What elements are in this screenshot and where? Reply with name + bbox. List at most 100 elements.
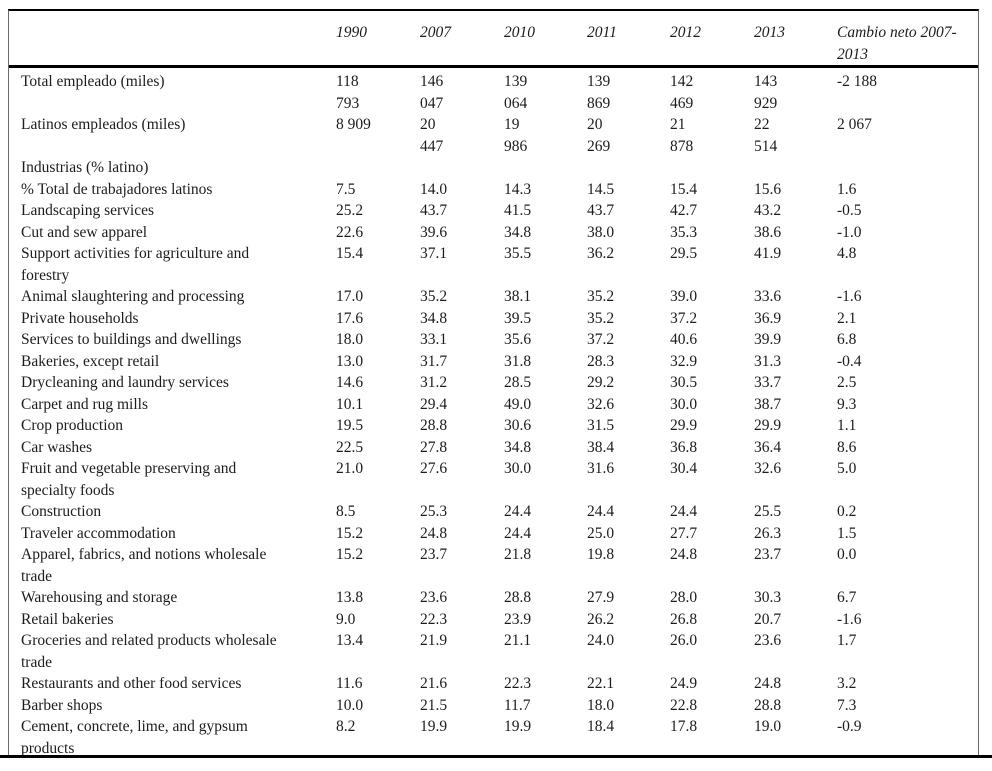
row-label: Apparel, fabrics, and notions wholesale … bbox=[21, 546, 267, 585]
cell: 36.2 bbox=[587, 245, 615, 262]
cell: 28.8 bbox=[754, 696, 782, 714]
cell: 30.6 bbox=[504, 417, 532, 434]
cell bbox=[742, 157, 825, 179]
cell: 39.5 bbox=[504, 309, 532, 327]
cell: 26.2 bbox=[587, 610, 615, 628]
cell bbox=[408, 157, 492, 179]
cell: 24.4 bbox=[670, 503, 698, 520]
cell: 30.5 bbox=[670, 374, 698, 391]
cell: 18.0 bbox=[336, 331, 364, 348]
cell: 0.0 bbox=[837, 546, 857, 563]
cell: -1.6 bbox=[837, 288, 862, 305]
cell: 28.8 bbox=[420, 417, 448, 434]
cell: 24.4 bbox=[587, 503, 615, 520]
cell: 36.9 bbox=[754, 309, 782, 327]
table-row: Apparel, fabrics, and notions wholesale … bbox=[9, 544, 978, 587]
table-row: Cut and sew apparel 22.6 39.6 34.8 38.0 35.3 3… bbox=[9, 222, 978, 244]
cell: 39.6 bbox=[420, 223, 448, 241]
cell: 28.8 bbox=[504, 589, 532, 606]
cell: 35.3 bbox=[670, 223, 698, 241]
data-table: 1990 2007 2010 2011 2012 2013 Cambio neto 2007… bbox=[9, 11, 978, 759]
cell: 36.4 bbox=[754, 438, 782, 456]
row-label: Drycleaning and laundry services bbox=[21, 374, 229, 391]
row-label: Fruit and vegetable preserving and speci… bbox=[21, 460, 237, 499]
table-row: Cement, concrete, lime, and gypsum produ… bbox=[9, 716, 978, 759]
cell: 1.5 bbox=[837, 524, 857, 542]
table-row: Drycleaning and laundry services 14.6 31.2… bbox=[9, 372, 978, 394]
cell: 42.7 bbox=[670, 202, 698, 219]
cell: 15.6 bbox=[754, 180, 782, 198]
cell: 49.0 bbox=[504, 395, 532, 413]
cell: 15.4 bbox=[670, 180, 698, 198]
cell: 17.8 bbox=[670, 718, 698, 735]
cell: 28.3 bbox=[587, 352, 615, 370]
cell: 29.5 bbox=[670, 245, 698, 262]
header-row: 1990 2007 2010 2011 2012 2013 Cambio neto 2007… bbox=[9, 11, 978, 68]
cell: 8.5 bbox=[336, 503, 356, 520]
cell: 33.6 bbox=[754, 288, 782, 305]
cell: 23.7 bbox=[420, 546, 448, 563]
cell: 23.9 bbox=[504, 610, 532, 628]
cell: 21.8 bbox=[504, 546, 532, 563]
cell: 8.6 bbox=[837, 438, 857, 456]
cell: 25.5 bbox=[754, 503, 782, 520]
table-row: Carpet and rug mills 10.1 29.4 49.0 32.6 30.0… bbox=[9, 394, 978, 416]
table-bottom-rule bbox=[0, 755, 992, 758]
cell: 31.3 bbox=[754, 352, 782, 370]
row-label: Barber shops bbox=[21, 696, 103, 714]
cell: 31.8 bbox=[504, 352, 532, 370]
cell: 33.1 bbox=[420, 331, 448, 348]
cell: 118 793 bbox=[336, 73, 360, 112]
row-label: Bakeries, except retail bbox=[21, 352, 160, 370]
cell: 22.1 bbox=[587, 675, 615, 692]
cell: 10.1 bbox=[336, 395, 364, 413]
row-label: Restaurants and other food services bbox=[21, 675, 242, 692]
cell: 30.0 bbox=[670, 395, 698, 413]
cell: 32.6 bbox=[754, 460, 782, 477]
cell: 27.8 bbox=[420, 438, 448, 456]
table-row: Construction 8.5 25.3 24.4 24.4 24.4 25.5 0.2 bbox=[9, 501, 978, 523]
cell: 21.1 bbox=[504, 632, 532, 649]
cell: 21.9 bbox=[420, 632, 448, 649]
cell: 8 909 bbox=[336, 116, 371, 133]
cell: 26.8 bbox=[670, 610, 698, 628]
table-row: Warehousing and storage 13.8 23.6 28.8 27.9 2… bbox=[9, 587, 978, 609]
header-cell: 1990 bbox=[324, 11, 408, 68]
row-label: Construction bbox=[21, 503, 102, 520]
cell: 146 047 bbox=[420, 73, 444, 112]
row-label: Cut and sew apparel bbox=[21, 223, 148, 241]
cell: 11.6 bbox=[336, 675, 363, 692]
cell: 29.9 bbox=[754, 417, 782, 434]
cell: 0.2 bbox=[837, 503, 857, 520]
table-row: Support activities for agriculture and f… bbox=[9, 243, 978, 286]
cell: 31.6 bbox=[587, 460, 615, 477]
row-label: Support activities for agriculture and f… bbox=[21, 245, 250, 284]
cell: 21 878 bbox=[670, 116, 694, 155]
cell: 28.5 bbox=[504, 374, 532, 391]
cell: 43.7 bbox=[420, 202, 448, 219]
table-row: Crop production 19.5 28.8 30.6 31.5 29.9 29.9 1… bbox=[9, 415, 978, 437]
cell bbox=[825, 157, 978, 179]
cell: 34.8 bbox=[420, 309, 448, 327]
cell: 37.1 bbox=[420, 245, 448, 262]
row-label: Latinos empleados (miles) bbox=[21, 116, 186, 133]
cell: 15.2 bbox=[336, 546, 364, 563]
cell: 30.3 bbox=[754, 589, 782, 606]
cell: 22.8 bbox=[670, 696, 698, 714]
cell: 40.6 bbox=[670, 331, 698, 348]
cell: 139 064 bbox=[504, 73, 528, 112]
table-row: Landscaping services 25.2 43.7 41.5 43.7 42.7… bbox=[9, 200, 978, 222]
cell: 19.0 bbox=[754, 718, 782, 735]
cell: 26.3 bbox=[754, 524, 782, 542]
cell: 14.6 bbox=[336, 374, 364, 391]
cell: 25.0 bbox=[587, 524, 615, 542]
cell: 139 869 bbox=[587, 73, 611, 112]
row-label: Total empleado (miles) bbox=[21, 73, 165, 90]
cell: 7.3 bbox=[837, 696, 857, 714]
cell: 15.2 bbox=[336, 524, 364, 542]
cell: 23.7 bbox=[754, 546, 782, 563]
cell: 19.9 bbox=[420, 718, 448, 735]
cell: 27.7 bbox=[670, 524, 698, 542]
row-label: Cement, concrete, lime, and gypsum produ… bbox=[21, 718, 248, 757]
